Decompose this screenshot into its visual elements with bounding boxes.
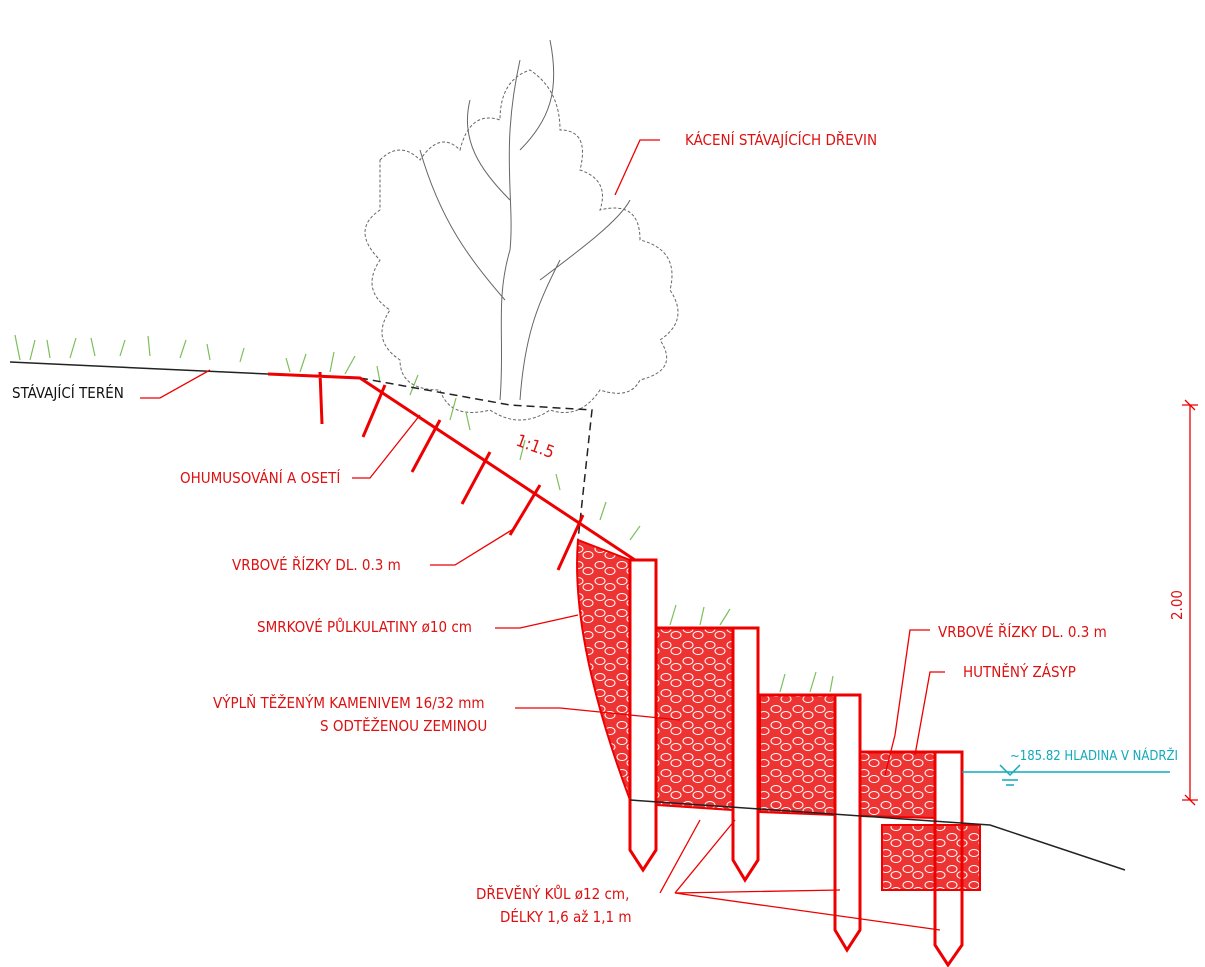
label: KÁCENÍ STÁVAJÍCÍCH DŘEVIN: [685, 130, 877, 149]
ground-line: [629, 799, 1126, 871]
label: HUTNĚNÝ ZÁSYP: [963, 662, 1076, 681]
label: VRBOVÉ ŘÍZKY DL. 0.3 m: [232, 555, 401, 574]
label: ~185.82 HLADINA V NÁDRŽI: [1010, 748, 1178, 764]
label: VÝPLŇ TĚŽENÝM KAMENIVEM 16/32 mm: [213, 693, 485, 712]
label: VRBOVÉ ŘÍZKY DL. 0.3 m: [938, 622, 1107, 641]
label: SMRKOVÉ PŮLKULATINY ø10 cm: [257, 617, 472, 636]
stone-fill: [576, 538, 981, 891]
label: STÁVAJÍCÍ TERÉN: [12, 383, 124, 402]
dimension: [1182, 399, 1198, 806]
original-slope: [359, 377, 593, 541]
label: DŘEVĚNÝ KŮL ø12 cm,: [476, 884, 629, 903]
label: OHUMUSOVÁNÍ A OSETÍ: [180, 468, 340, 487]
label: 2.00: [1168, 590, 1186, 620]
tree: [364, 39, 679, 421]
existing-terrain: [9, 361, 269, 375]
leader-lines: [140, 139, 945, 931]
label: DÉLKY 1,6 až 1,1 m: [500, 907, 632, 926]
label: S ODTĚŽENOU ZEMINOU: [320, 716, 487, 735]
slope-and-cuttings: [267, 371, 962, 754]
water-level: [962, 764, 1170, 786]
piles: [628, 558, 964, 967]
